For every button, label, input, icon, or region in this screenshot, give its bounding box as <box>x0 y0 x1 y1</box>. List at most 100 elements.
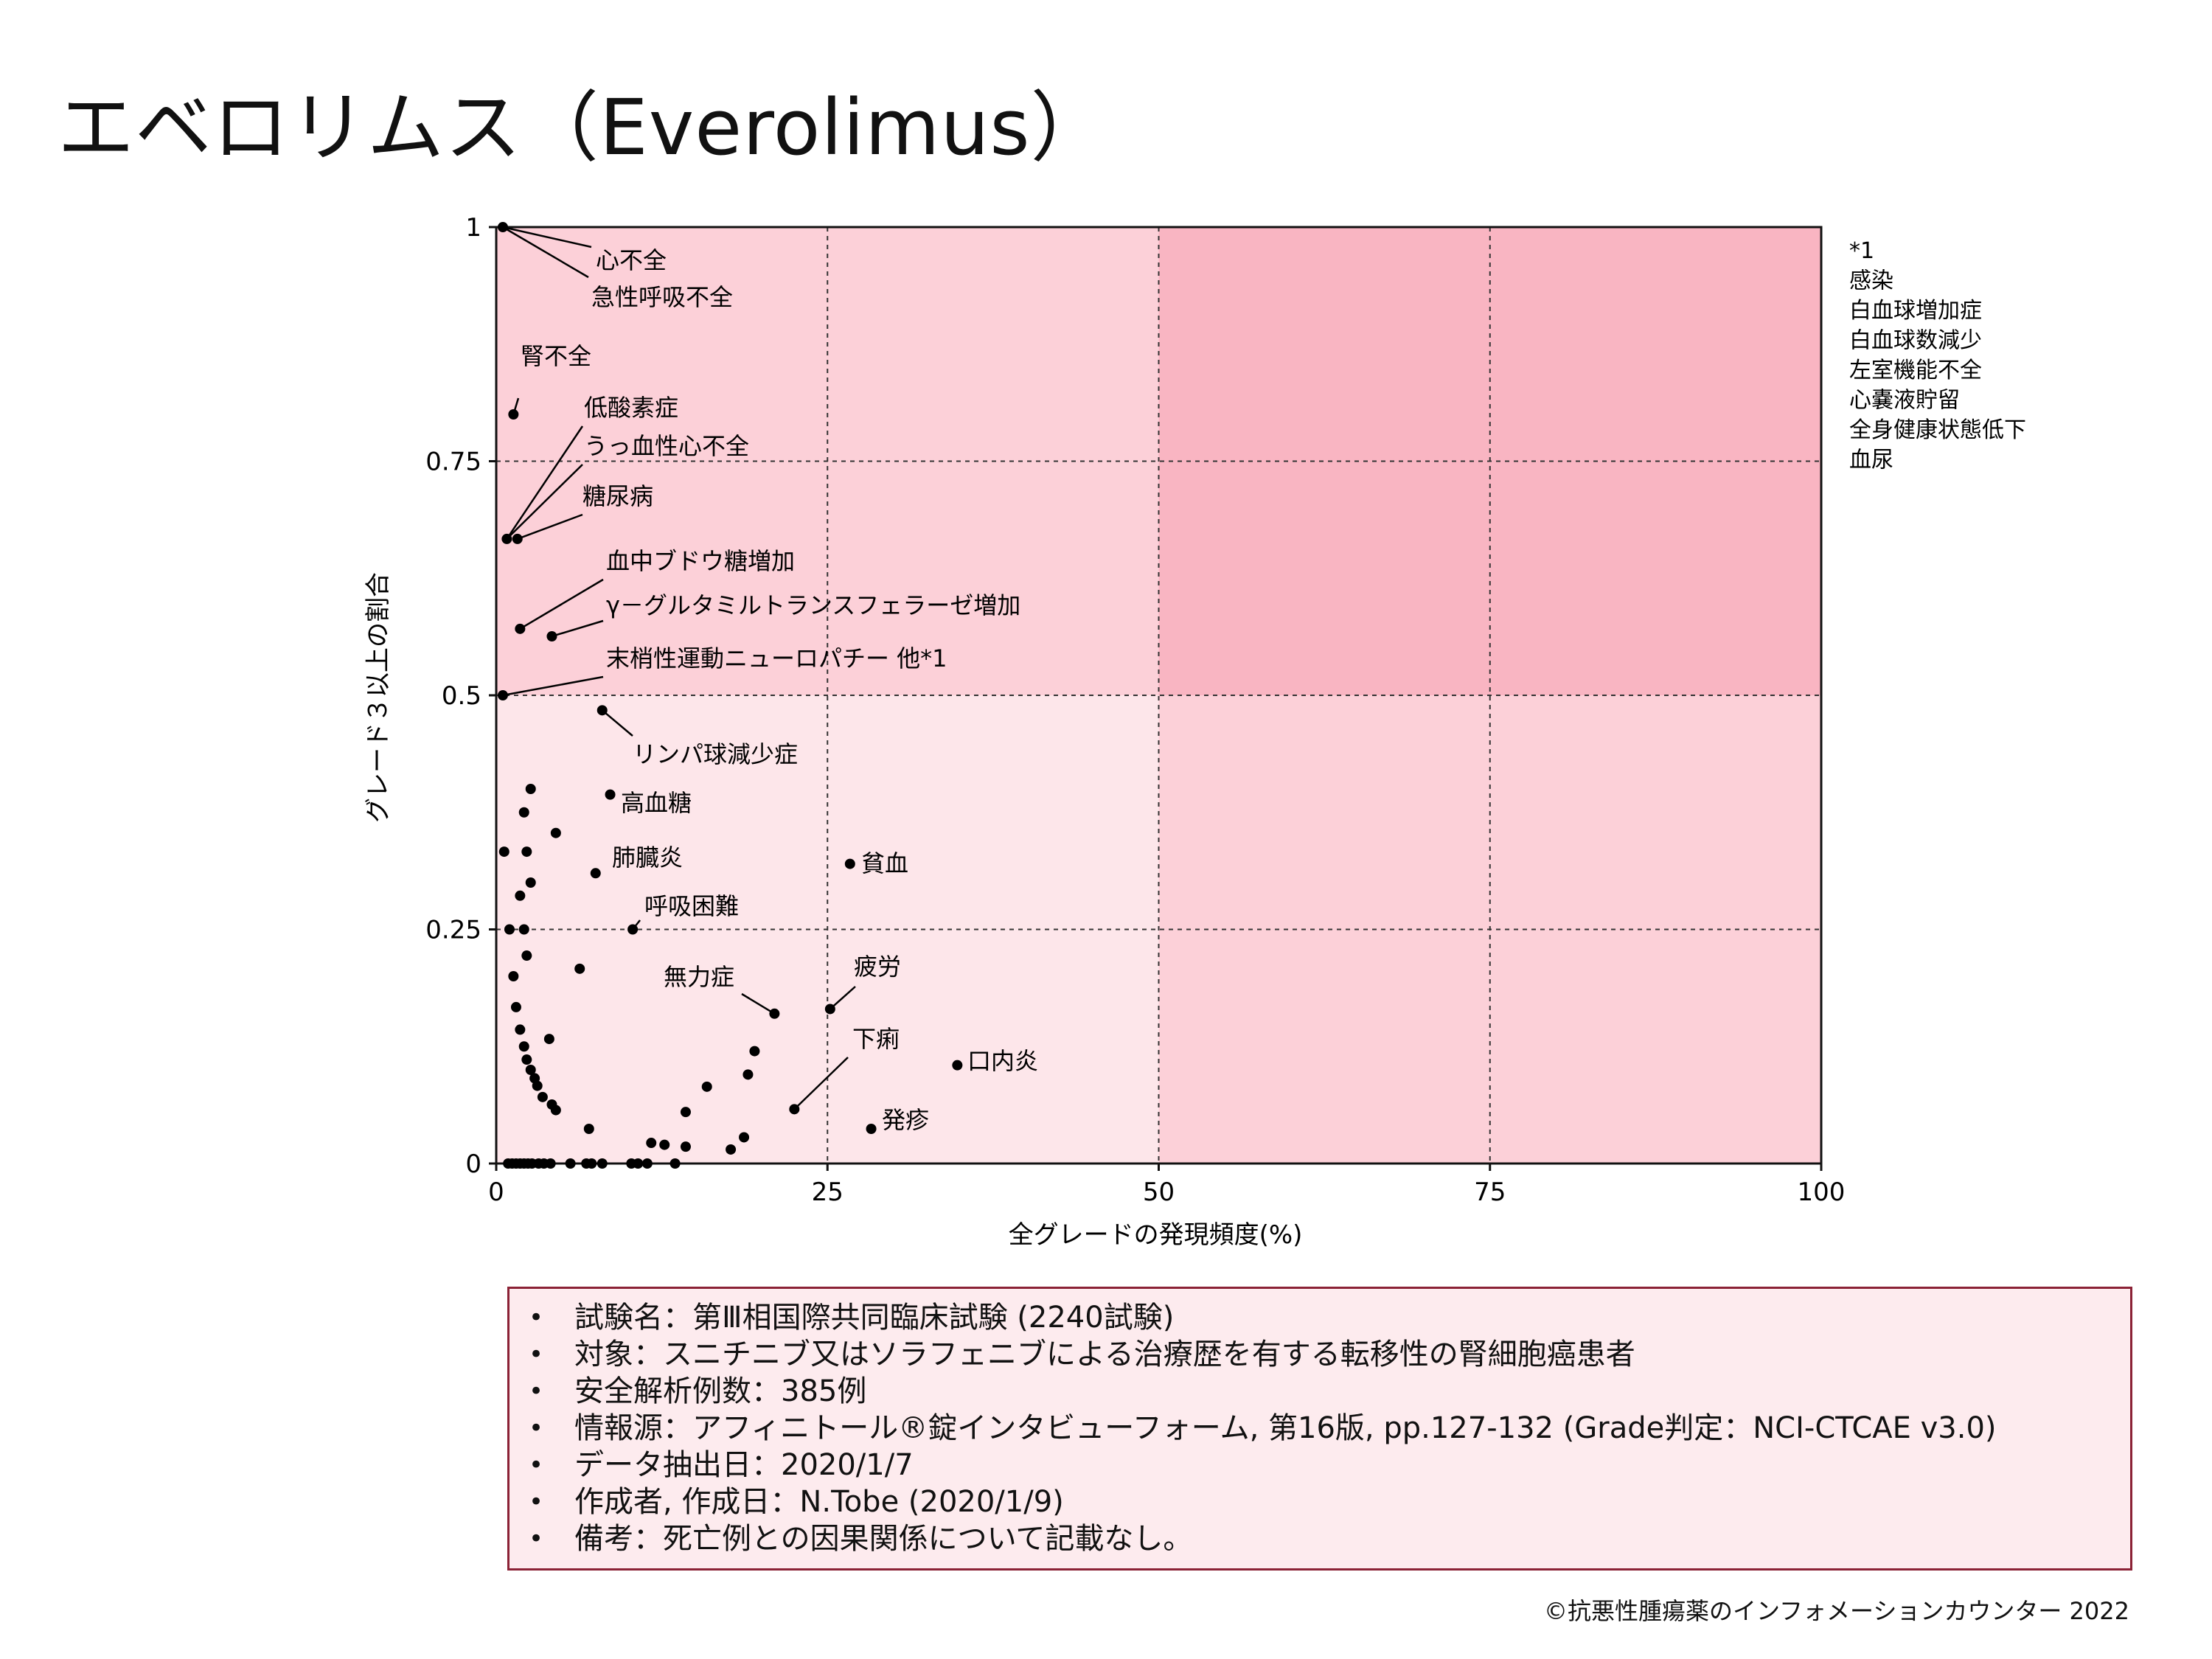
data-point <box>525 877 536 888</box>
data-point <box>646 1138 657 1149</box>
x-tick-label: 25 <box>812 1178 844 1207</box>
y-tick-label: 0 <box>465 1150 481 1179</box>
data-point <box>866 1124 877 1135</box>
data-point <box>701 1081 712 1092</box>
point-label: リンパ球減少症 <box>633 740 798 768</box>
info-item: 試験名：第Ⅲ相国際共同臨床試験 (2240試験) <box>529 1299 2130 1336</box>
point-label: 高血糖 <box>621 789 692 817</box>
leader-line <box>519 578 604 630</box>
leader-line <box>517 513 583 540</box>
info-item: 情報源：アフィニトール®錠インタビューフォーム, 第16版, pp.127-13… <box>529 1410 2130 1447</box>
side-note-line: 白血球数減少 <box>1849 328 1982 354</box>
point-label: 肺臓炎 <box>612 844 683 872</box>
point-label: 無力症 <box>664 963 734 991</box>
data-point <box>739 1132 750 1143</box>
side-note-line: 左室機能不全 <box>1849 358 1982 383</box>
point-label: 疲労 <box>854 953 901 981</box>
info-item: 安全解析例数：385例 <box>529 1373 2130 1410</box>
data-point <box>515 623 526 634</box>
data-point <box>597 1158 608 1169</box>
data-point <box>518 924 529 935</box>
data-point <box>680 1141 691 1152</box>
x-tick-label: 50 <box>1143 1178 1175 1207</box>
point-label: 腎不全 <box>521 342 591 370</box>
data-point <box>586 1158 597 1169</box>
y-tick-label: 0.75 <box>425 448 481 477</box>
data-point <box>597 705 608 716</box>
point-label: 血中ブドウ糖増加 <box>606 547 795 575</box>
point-label: 低酸素症 <box>584 394 678 422</box>
data-point <box>521 846 532 858</box>
leader-line <box>502 226 592 248</box>
data-point <box>824 1004 835 1015</box>
study-info-list: 試験名：第Ⅲ相国際共同臨床試験 (2240試験) 対象：スニチニブ又はソラフェニ… <box>529 1299 2130 1557</box>
side-note-line: *1 <box>1849 238 1874 264</box>
point-label: 貧血 <box>861 849 908 877</box>
data-point <box>565 1158 576 1169</box>
point-label: 呼吸困難 <box>644 892 739 920</box>
data-point <box>844 858 855 869</box>
point-label: γ－グルタミルトランスフェラーゼ増加 <box>606 591 1020 619</box>
data-point <box>504 924 515 935</box>
leader-line <box>601 709 633 737</box>
copyright: ©抗悪性腫瘍薬のインフォメーションカウンター 2022 <box>1543 1597 2129 1625</box>
tick-labels: 0 25 50 75 100 0 0.25 0.5 0.75 1 <box>425 213 1845 1207</box>
y-tick-label: 0.5 <box>442 681 481 711</box>
data-point <box>515 1024 526 1035</box>
data-point <box>521 1054 532 1065</box>
side-note-line: 白血球増加症 <box>1849 298 1982 324</box>
data-point <box>498 846 509 858</box>
data-point <box>546 630 557 641</box>
leader-line <box>741 992 776 1015</box>
x-tick-label: 100 <box>1798 1178 1846 1207</box>
data-point <box>508 409 519 420</box>
data-point <box>726 1144 737 1155</box>
y-tick-label: 1 <box>465 213 481 243</box>
leader-lines <box>502 226 856 1110</box>
data-point <box>518 807 529 818</box>
data-point <box>659 1139 670 1150</box>
y-axis-label: グレード３以上の割合 <box>364 572 393 823</box>
data-point <box>525 1065 536 1075</box>
leader-line <box>506 425 584 540</box>
study-info-box: 試験名：第Ⅲ相国際共同臨床試験 (2240試験) 対象：スニチニブ又はソラフェニ… <box>507 1287 2132 1571</box>
point-label: うっ血性心不全 <box>584 432 749 460</box>
data-point <box>590 868 601 879</box>
point-label: 末梢性運動ニューロパチー 他*1 <box>606 644 947 672</box>
data-point <box>545 1158 556 1169</box>
data-point <box>515 890 526 901</box>
side-note-line: 全身健康状態低下 <box>1849 417 2026 443</box>
leader-line <box>552 619 604 638</box>
data-point <box>537 1091 548 1102</box>
data-point <box>532 1080 543 1091</box>
x-tick-label: 75 <box>1474 1178 1506 1207</box>
leader-line <box>502 675 604 697</box>
data-point <box>550 1105 561 1116</box>
side-note-line: 心嚢液貯留 <box>1849 388 1960 414</box>
data-point <box>574 963 585 974</box>
y-tick-label: 0.25 <box>425 916 481 945</box>
page-title: エベロリムス（Everolimus） <box>58 83 1108 173</box>
data-point <box>633 1158 644 1169</box>
point-label: 発疹 <box>882 1106 929 1134</box>
data-points <box>497 222 963 1169</box>
point-label: 口内炎 <box>967 1047 1038 1075</box>
data-point <box>627 924 639 935</box>
leader-line <box>502 226 589 279</box>
info-item: 備考：死亡例との因果関係について記載なし。 <box>529 1520 2130 1557</box>
data-point <box>742 1069 754 1080</box>
data-point <box>497 690 508 700</box>
info-item: 作成者, 作成日：N.Tobe (2020/1/9) <box>529 1484 2130 1520</box>
leader-line <box>506 464 583 540</box>
data-point <box>641 1158 653 1169</box>
x-tick-label: 0 <box>488 1178 504 1207</box>
data-point <box>749 1046 760 1057</box>
data-point <box>952 1060 963 1071</box>
data-point <box>510 1001 521 1012</box>
data-point <box>525 784 536 794</box>
x-axis-label: 全グレードの発現頻度(%) <box>1009 1220 1303 1250</box>
info-item: データ抽出日：2020/1/7 <box>529 1447 2130 1484</box>
data-point <box>550 827 561 838</box>
